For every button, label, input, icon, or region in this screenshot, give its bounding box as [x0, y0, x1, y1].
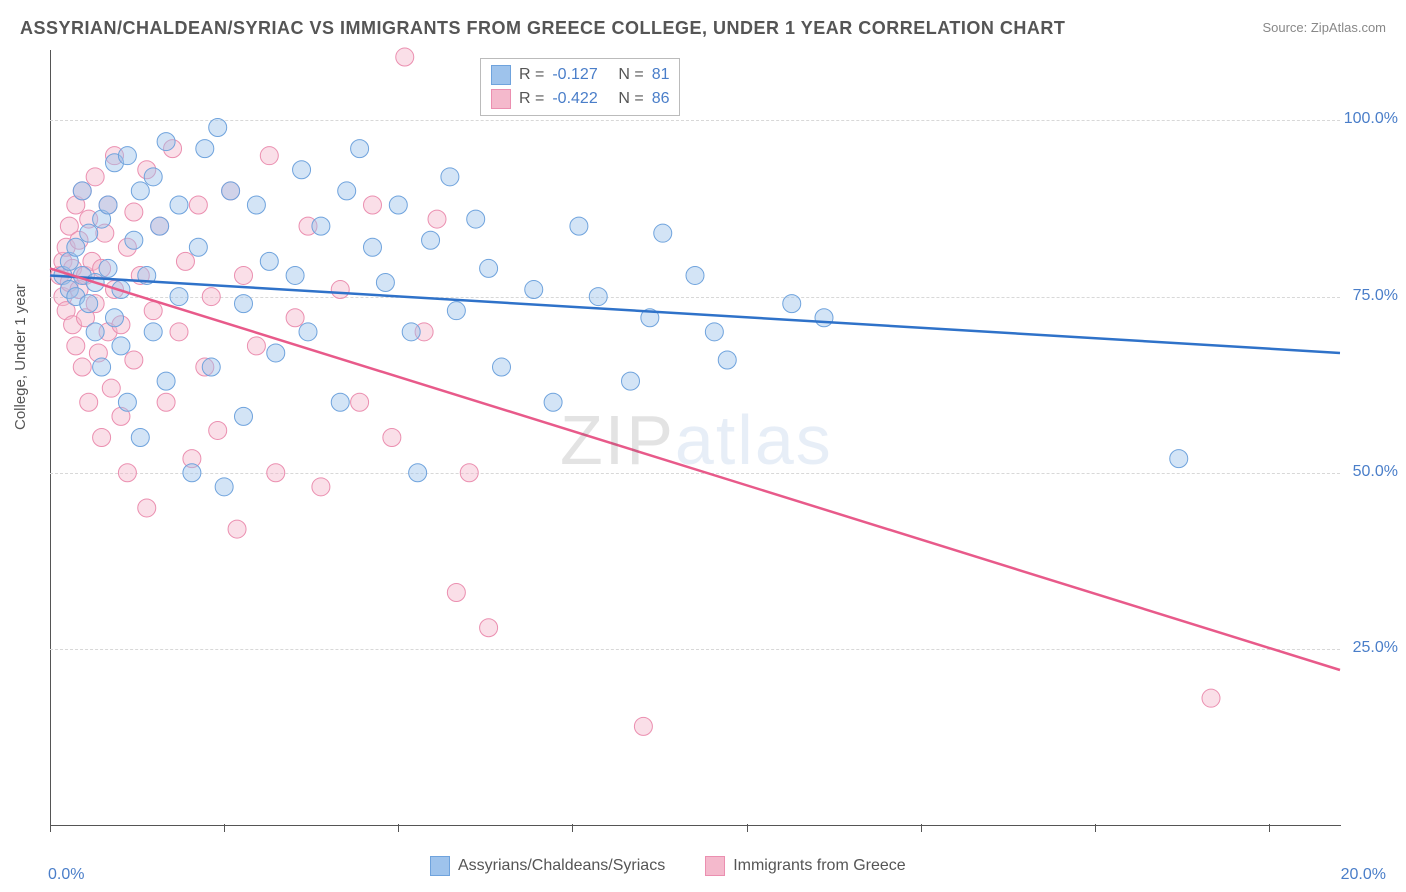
- swatch-series1-b: [430, 856, 450, 876]
- y-axis-label: College, Under 1 year: [12, 284, 29, 430]
- x-axis-max-label: 20.0%: [1341, 866, 1386, 884]
- legend-row-series1: R = -0.127 N = 81: [491, 63, 669, 87]
- legend-item-series1: Assyrians/Chaldeans/Syriacs: [430, 856, 665, 876]
- legend-item-series2: Immigrants from Greece: [705, 856, 905, 876]
- n-value-1: 81: [652, 66, 670, 84]
- legend-label-series1: Assyrians/Chaldeans/Syriacs: [458, 857, 665, 875]
- chart-title: ASSYRIAN/CHALDEAN/SYRIAC VS IMMIGRANTS F…: [20, 18, 1065, 39]
- n-label-1: N =: [618, 66, 643, 84]
- swatch-series2: [491, 89, 511, 109]
- x-axis-min-label: 0.0%: [48, 866, 84, 884]
- scatter-plot-svg: [50, 50, 1340, 825]
- r-value-1: -0.127: [552, 66, 610, 84]
- legend-series-names: Assyrians/Chaldeans/Syriacs Immigrants f…: [430, 856, 906, 876]
- legend-row-series2: R = -0.422 N = 86: [491, 87, 669, 111]
- swatch-series2-b: [705, 856, 725, 876]
- swatch-series1: [491, 65, 511, 85]
- r-label-1: R =: [519, 66, 544, 84]
- n-label-2: N =: [618, 90, 643, 108]
- source-label: Source: ZipAtlas.com: [1262, 20, 1386, 35]
- n-value-2: 86: [652, 90, 670, 108]
- legend-label-series2: Immigrants from Greece: [733, 857, 905, 875]
- r-label-2: R =: [519, 90, 544, 108]
- legend-statistics: R = -0.127 N = 81 R = -0.422 N = 86: [480, 58, 680, 116]
- r-value-2: -0.422: [552, 90, 610, 108]
